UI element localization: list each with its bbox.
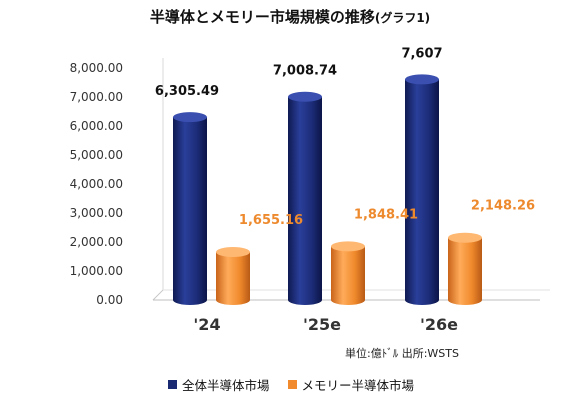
- bar-body: [216, 252, 250, 305]
- bar-memory: [448, 232, 482, 305]
- bar-body: [405, 79, 439, 305]
- y-tick-label: 4,000.00: [70, 177, 123, 191]
- x-tick-label: '24: [193, 315, 220, 334]
- bar-top: [448, 232, 482, 243]
- x-tick-label: '25e: [303, 315, 341, 334]
- y-tick-label: 2,000.00: [70, 235, 123, 249]
- legend-item-memory: メモリー半導体市場: [287, 375, 415, 394]
- bar-body: [173, 117, 207, 305]
- bar-top: [405, 74, 439, 85]
- bar-top: [288, 91, 322, 102]
- y-tick-label: 0.00: [96, 293, 123, 307]
- legend-label-total: 全体半導体市場: [182, 378, 270, 393]
- legend-item-total: 全体半導体市場: [168, 375, 270, 394]
- bar-memory: [331, 241, 365, 305]
- data-label: 1,848.41: [354, 207, 418, 222]
- x-tick-label: '26e: [420, 315, 458, 334]
- bar-total: [173, 112, 207, 305]
- data-labels: 6,305.49 7,008.74 7,607 1,655.16 1,848.41 2,1…: [155, 46, 535, 228]
- bar-body: [448, 237, 482, 305]
- bar-body: [288, 96, 322, 305]
- unit-note: 単位:億ﾄﾞﾙ 出所:WSTS: [345, 347, 459, 360]
- bar-total: [405, 74, 439, 305]
- bars: [173, 74, 482, 305]
- y-tick-label: 1,000.00: [70, 264, 123, 278]
- y-tick-label: 8,000.00: [70, 61, 123, 75]
- y-tick-label: 3,000.00: [70, 206, 123, 220]
- data-label: 7,008.74: [273, 64, 337, 79]
- bar-top: [216, 247, 250, 258]
- chart-title: 半導体とメモリー市場規模の推移(グラフ1): [0, 6, 580, 27]
- data-label: 2,148.26: [471, 199, 535, 214]
- y-tick-label: 7,000.00: [70, 90, 123, 104]
- bar-body: [331, 246, 365, 305]
- bar-total: [288, 91, 322, 305]
- legend-swatch-memory: [287, 380, 297, 389]
- legend: 全体半導体市場 メモリー半導体市場: [168, 375, 414, 394]
- data-label: 6,305.49: [155, 84, 219, 99]
- bar-memory: [216, 247, 250, 305]
- legend-swatch-total: [168, 380, 177, 389]
- y-tick-label: 6,000.00: [70, 119, 123, 133]
- chart-title-suffix: (グラフ1): [374, 11, 431, 25]
- bar-top: [331, 241, 365, 252]
- chart-title-main: 半導体とメモリー市場規模の推移: [149, 8, 375, 26]
- floor-corner: [152, 289, 164, 301]
- legend-label-memory: メモリー半導体市場: [301, 378, 415, 393]
- data-label: 1,655.16: [239, 213, 303, 228]
- axes: 0.00 1,000.00 2,000.00 3,000.00 4,000.00 5,00…: [70, 58, 550, 334]
- bar-top: [173, 112, 207, 123]
- data-label: 7,607: [401, 46, 442, 61]
- y-tick-label: 5,000.00: [70, 148, 123, 162]
